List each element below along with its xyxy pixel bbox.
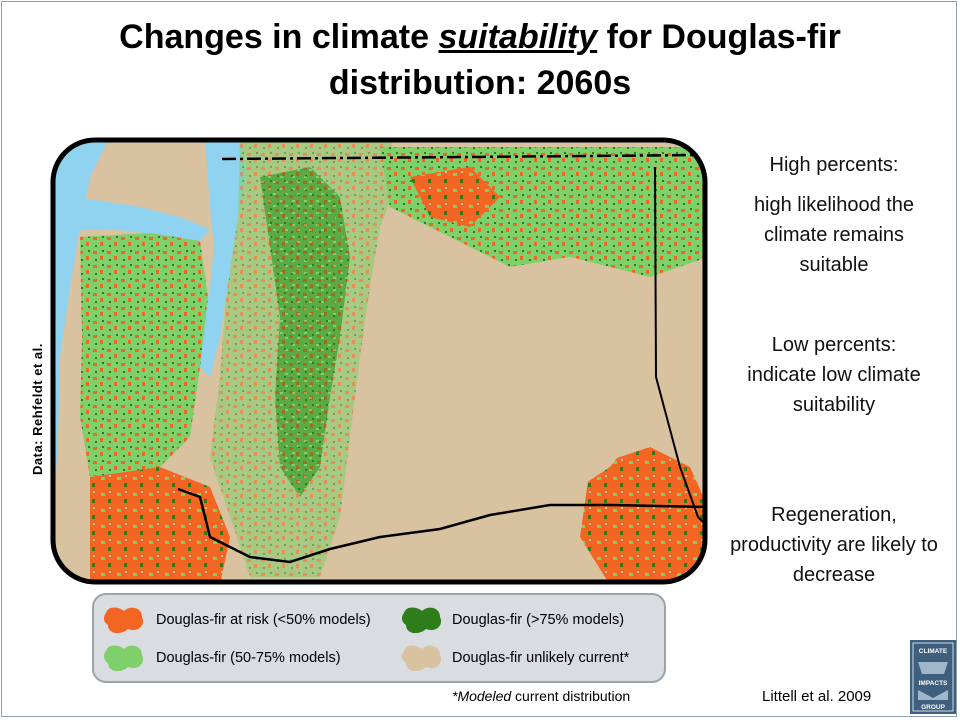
slide-title: Changes in climate suitability for Dougl… xyxy=(119,18,841,102)
climate-impacts-group-logo: CLIMATE IMPACTS GROUP xyxy=(910,640,956,714)
pacific-ocean xyxy=(53,140,110,582)
cascades-light-forest xyxy=(210,140,400,577)
legend-swatch-mid xyxy=(104,645,144,672)
logo-bottom-text: GROUP xyxy=(921,704,946,711)
columbia-basin xyxy=(370,257,660,537)
legend-swatch-unlikely xyxy=(402,645,442,672)
legend-swatch-at-risk xyxy=(104,607,144,634)
northeast-dark-patch xyxy=(410,167,500,227)
footnote: *Modeled current distribution xyxy=(452,688,631,704)
idaho-border xyxy=(654,166,705,528)
olympic-peninsula-forest xyxy=(80,233,208,482)
logo-top-text: CLIMATE xyxy=(919,648,948,655)
high-percents-heading: High percents: xyxy=(769,154,899,176)
legend-label-unlikely: Douglas-fir unlikely current* xyxy=(452,650,630,666)
puget-sound xyxy=(200,140,246,377)
regeneration-text: Regeneration, productivity are likely to… xyxy=(730,504,938,586)
canada-border xyxy=(221,153,705,161)
strait-of-juan-de-fuca xyxy=(53,197,210,241)
legend-label-high: Douglas-fir (>75% models) xyxy=(452,612,625,628)
washington-map xyxy=(50,137,708,585)
logo-middle-text: IMPACTS xyxy=(919,680,948,687)
high-percents-text: high likelihood the climate remains suit… xyxy=(753,194,915,276)
data-credit: Data: Rehfeldt et al. xyxy=(30,343,45,475)
citation: Littell et al. 2009 xyxy=(762,688,872,705)
legend-swatch-high xyxy=(402,607,442,634)
low-percents-text: indicate low climate suitability xyxy=(747,364,921,416)
legend-label-at-risk: Douglas-fir at risk (<50% models) xyxy=(156,612,371,628)
low-percents-heading: Low percents: xyxy=(771,334,897,356)
map-legend: Douglas-fir at risk (<50% models) Dougla… xyxy=(92,593,666,683)
legend-label-mid: Douglas-fir (50-75% models) xyxy=(156,650,341,666)
blue-mountains-forest xyxy=(580,447,705,582)
map-border xyxy=(50,137,708,585)
oregon-border xyxy=(177,487,705,564)
